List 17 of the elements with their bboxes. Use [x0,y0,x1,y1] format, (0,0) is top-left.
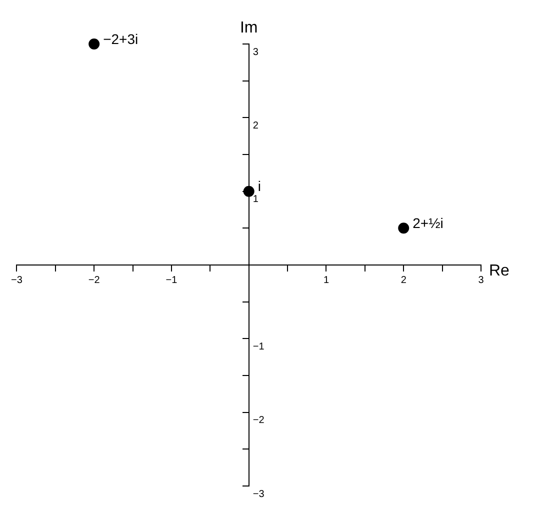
y-axis-title: Im [240,19,258,36]
annotation: −2+3i [103,30,138,47]
annotation: 2+½i [412,215,444,232]
x-tick-label: 3 [478,274,484,286]
y-tick-label: 3 [252,46,259,58]
x-tick-label: −2 [88,274,100,286]
y-tick-label: −1 [252,341,265,352]
x-tick-label: −3 [11,274,23,286]
y-tick-label: −3 [252,488,265,500]
x-tick-label: −1 [166,274,178,286]
y-tick-label: 1 [252,194,259,206]
y-tick-label: 2 [252,120,259,132]
x-tick-label: 1 [323,274,330,286]
x-axis-title: Re [489,262,510,280]
annotation: i [258,178,261,194]
y-tick-label: −2 [252,415,265,426]
x-tick-label: 2 [400,274,407,286]
